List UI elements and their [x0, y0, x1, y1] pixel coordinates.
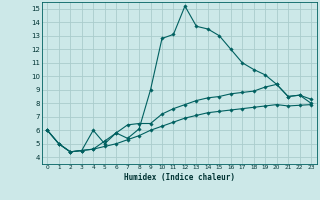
X-axis label: Humidex (Indice chaleur): Humidex (Indice chaleur): [124, 173, 235, 182]
